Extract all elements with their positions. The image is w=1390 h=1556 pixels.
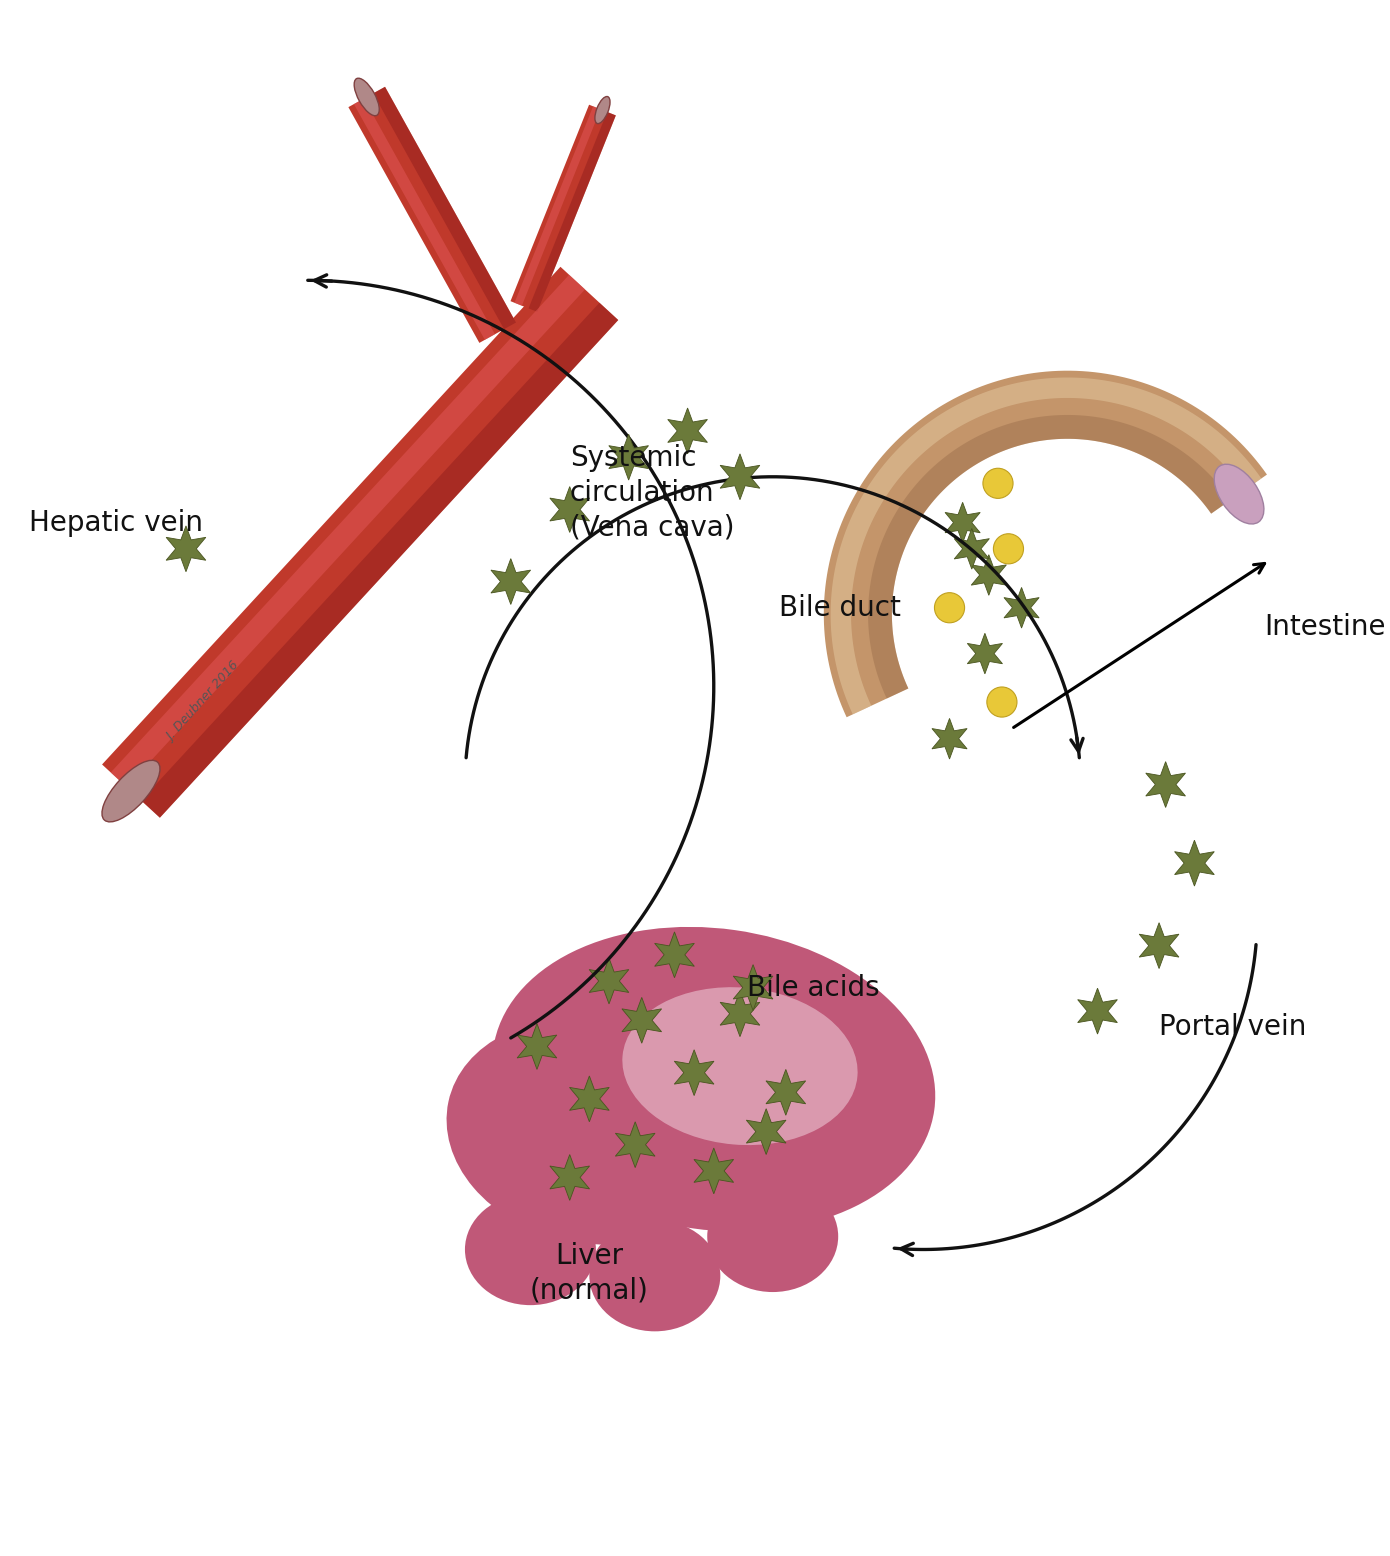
Ellipse shape (623, 987, 858, 1145)
Ellipse shape (354, 78, 379, 115)
Circle shape (994, 534, 1023, 563)
Polygon shape (528, 112, 616, 311)
Ellipse shape (1215, 464, 1264, 524)
Polygon shape (101, 266, 619, 818)
Ellipse shape (446, 1019, 733, 1245)
Text: Systemic
circulation
(Vena cava): Systemic circulation (Vena cava) (570, 443, 734, 541)
Polygon shape (972, 554, 1006, 596)
Polygon shape (514, 106, 600, 305)
Polygon shape (373, 87, 516, 330)
Polygon shape (667, 408, 708, 454)
Polygon shape (766, 1069, 806, 1116)
Polygon shape (111, 275, 585, 787)
Polygon shape (733, 965, 773, 1010)
Polygon shape (655, 932, 695, 977)
Polygon shape (674, 1050, 714, 1095)
Ellipse shape (589, 1220, 720, 1332)
Polygon shape (746, 1109, 785, 1155)
Polygon shape (616, 1122, 655, 1167)
Circle shape (934, 593, 965, 622)
Polygon shape (824, 370, 1266, 717)
Text: Portal vein: Portal vein (1159, 1013, 1307, 1041)
Polygon shape (967, 633, 1002, 674)
Polygon shape (1004, 588, 1040, 629)
Polygon shape (1077, 988, 1118, 1035)
Polygon shape (349, 87, 516, 342)
Polygon shape (1140, 923, 1179, 968)
Polygon shape (609, 434, 649, 481)
Ellipse shape (464, 1193, 596, 1305)
Polygon shape (510, 104, 616, 311)
Polygon shape (621, 997, 662, 1043)
Polygon shape (589, 958, 628, 1004)
Ellipse shape (492, 927, 935, 1231)
Polygon shape (491, 559, 531, 604)
Polygon shape (1175, 840, 1215, 885)
Polygon shape (550, 487, 589, 532)
Text: Bile duct: Bile duct (780, 594, 901, 622)
Ellipse shape (595, 96, 610, 123)
Circle shape (983, 468, 1013, 498)
Polygon shape (550, 1155, 589, 1200)
Text: J. Deubner 2016: J. Deubner 2016 (164, 660, 242, 744)
Polygon shape (354, 98, 495, 339)
Polygon shape (694, 1148, 734, 1193)
Polygon shape (517, 1024, 557, 1069)
Polygon shape (570, 1075, 609, 1122)
Polygon shape (945, 503, 980, 543)
Polygon shape (954, 529, 990, 569)
Polygon shape (931, 719, 967, 759)
Circle shape (987, 688, 1017, 717)
Polygon shape (140, 303, 619, 818)
Text: Bile acids: Bile acids (746, 974, 878, 1002)
Polygon shape (167, 526, 206, 571)
Polygon shape (720, 991, 760, 1036)
Polygon shape (831, 378, 1261, 714)
Ellipse shape (708, 1181, 838, 1291)
Polygon shape (720, 454, 760, 499)
Polygon shape (1145, 761, 1186, 808)
Ellipse shape (101, 761, 160, 822)
Ellipse shape (681, 1013, 930, 1211)
Text: Liver
(normal): Liver (normal) (530, 1242, 649, 1304)
Text: Intestine: Intestine (1264, 613, 1386, 641)
Polygon shape (869, 415, 1230, 699)
Text: Hepatic vein: Hepatic vein (29, 509, 203, 537)
